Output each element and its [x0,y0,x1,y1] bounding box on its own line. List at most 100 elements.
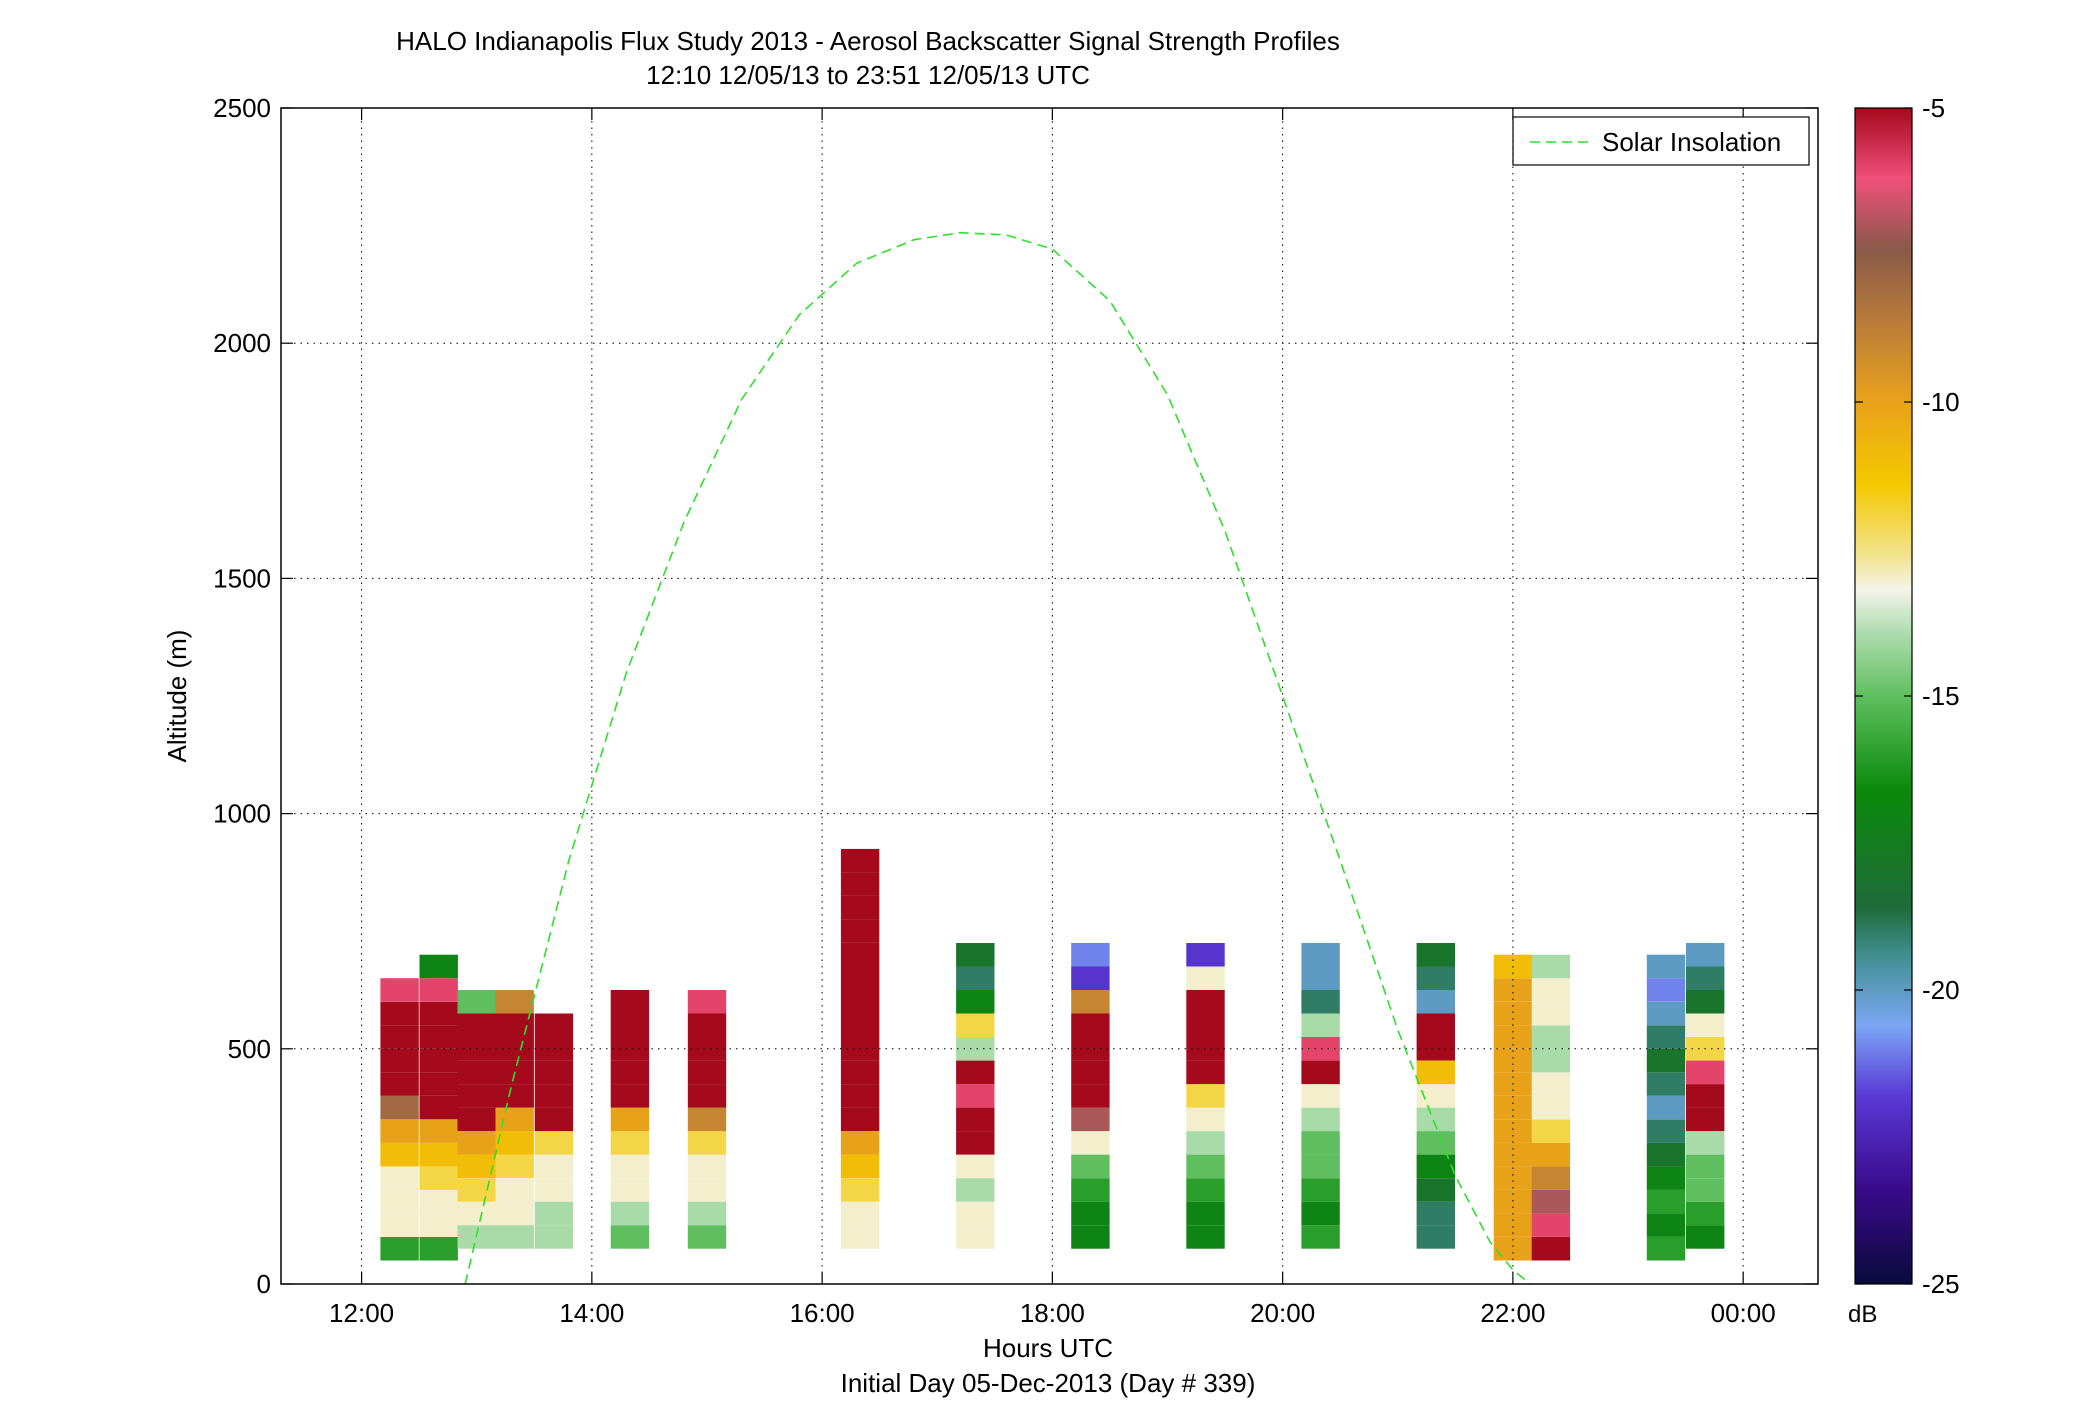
heatmap-cell [534,1013,574,1037]
heatmap-cell [1531,978,1571,1002]
heatmap-cell [380,1072,419,1096]
heatmap-cell [457,1107,496,1132]
heatmap-cell [1686,1107,1725,1132]
heatmap-cell [1186,1013,1225,1037]
heatmap-cell [1416,943,1455,967]
heatmap-cell [1186,1154,1225,1179]
heatmap-cell [1531,1142,1571,1167]
heatmap-cell [840,1201,880,1226]
x-axis-label: Hours UTC [983,1333,1113,1363]
heatmap-cell [1646,1001,1686,1026]
heatmap-cell [1686,943,1725,967]
heatmap-cell [1686,1060,1725,1085]
heatmap-cell [840,1178,880,1202]
heatmap-cell [610,1084,650,1108]
heatmap-cell [1416,1154,1455,1179]
heatmap-cell [1416,1037,1455,1061]
heatmap-cell [1531,954,1571,979]
heatmap-cell [687,1201,727,1226]
colorbar [1854,107,1913,1285]
y-tick-label: 500 [228,1034,271,1064]
heatmap-cell [1186,990,1225,1014]
chart-subtitle: 12:10 12/05/13 to 23:51 12/05/13 UTC [646,60,1090,90]
heatmap-cell [534,1131,574,1155]
heatmap-cell [1646,1119,1686,1143]
heatmap-cell [687,1107,727,1132]
heatmap-cells [380,848,1725,1261]
colorbar-unit: dB [1848,1301,1877,1328]
heatmap-cell [1531,1072,1571,1096]
x-axis-ticks: 12:00 14:00 16:00 18:00 20:00 22:00 00:00 [329,108,1776,1328]
colorbar-tick-label: -10 [1922,387,1960,417]
heatmap-cell [457,1131,496,1155]
heatmap-cell [956,1178,995,1202]
heatmap-cell [840,1084,880,1108]
heatmap-cell [1301,1178,1340,1202]
heatmap-cell [380,1237,419,1261]
heatmap-cell [1646,1213,1686,1237]
heatmap-cell [1301,1107,1340,1132]
solar-insolation-line [464,231,1531,1285]
heatmap-cell [1416,1107,1455,1132]
heatmap-cell [1531,1213,1571,1237]
heatmap-cell [495,1178,534,1202]
heatmap-cell [1531,1095,1571,1120]
heatmap-cell [610,1107,650,1132]
heatmap-cell [495,1201,534,1226]
heatmap-cell [840,966,880,990]
x-tick-label: 16:00 [790,1298,855,1328]
heatmap-cell [1416,1201,1455,1226]
heatmap-cell [840,1225,880,1249]
heatmap-cell [1186,1107,1225,1132]
heatmap-cell [1531,1001,1571,1026]
heatmap-cell [1301,1084,1340,1108]
heatmap-cell [1301,1131,1340,1155]
heatmap-cell [1071,990,1110,1014]
heatmap-cell [1493,1048,1533,1073]
heatmap-cell [534,1225,574,1249]
heatmap-cell [419,1166,458,1190]
heatmap-cell [1186,1084,1225,1108]
heatmap-cell [419,1213,458,1237]
heatmap-cell [1493,1166,1533,1190]
heatmap-cell [419,1142,458,1167]
heatmap-cell [534,1201,574,1226]
heatmap-cell [380,1095,419,1120]
heatmap-cell [380,1142,419,1167]
heatmap-cell [1071,1084,1110,1108]
heatmap-cell [534,1178,574,1202]
heatmap-cell [1301,1060,1340,1085]
heatmap-cell [534,1060,574,1085]
heatmap-cell [1493,1237,1533,1261]
heatmap-cell [1071,1060,1110,1085]
heatmap-cell [1493,1119,1533,1143]
colorbar-tick-label: -25 [1922,1269,1960,1299]
heatmap-cell [1416,1013,1455,1037]
heatmap-cell [956,1060,995,1085]
x-tick-label: 14:00 [559,1298,624,1328]
heatmap-cell [1186,943,1225,967]
heatmap-cell [1416,966,1455,990]
heatmap-cell [687,1060,727,1085]
heatmap-cell [1186,1131,1225,1155]
heatmap-cell [1493,978,1533,1002]
y-tick-label: 2500 [213,93,271,123]
heatmap-cell [1416,1178,1455,1202]
heatmap-cell [1686,1013,1725,1037]
heatmap-cell [840,990,880,1014]
heatmap-cell [380,1166,419,1190]
heatmap-cell [495,1154,534,1179]
heatmap-cell [1686,990,1725,1014]
heatmap-cell [419,1119,458,1143]
heatmap-cell [840,848,880,873]
heatmap-cell [457,1154,496,1179]
heatmap-cell [956,1013,995,1037]
heatmap-cell [687,1225,727,1249]
heatmap-cell [956,1131,995,1155]
chart-title: HALO Indianapolis Flux Study 2013 - Aero… [396,26,1340,56]
heatmap-cell [840,1107,880,1132]
heatmap-cell [419,978,458,1002]
heatmap-cell [1531,1048,1571,1073]
colorbar-tick-label: -20 [1922,975,1960,1005]
